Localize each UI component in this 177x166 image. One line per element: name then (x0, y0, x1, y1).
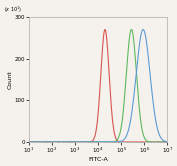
Text: $(x\ 10^1)$: $(x\ 10^1)$ (4, 4, 22, 14)
Y-axis label: Count: Count (8, 70, 13, 89)
X-axis label: FITC-A: FITC-A (88, 157, 108, 162)
